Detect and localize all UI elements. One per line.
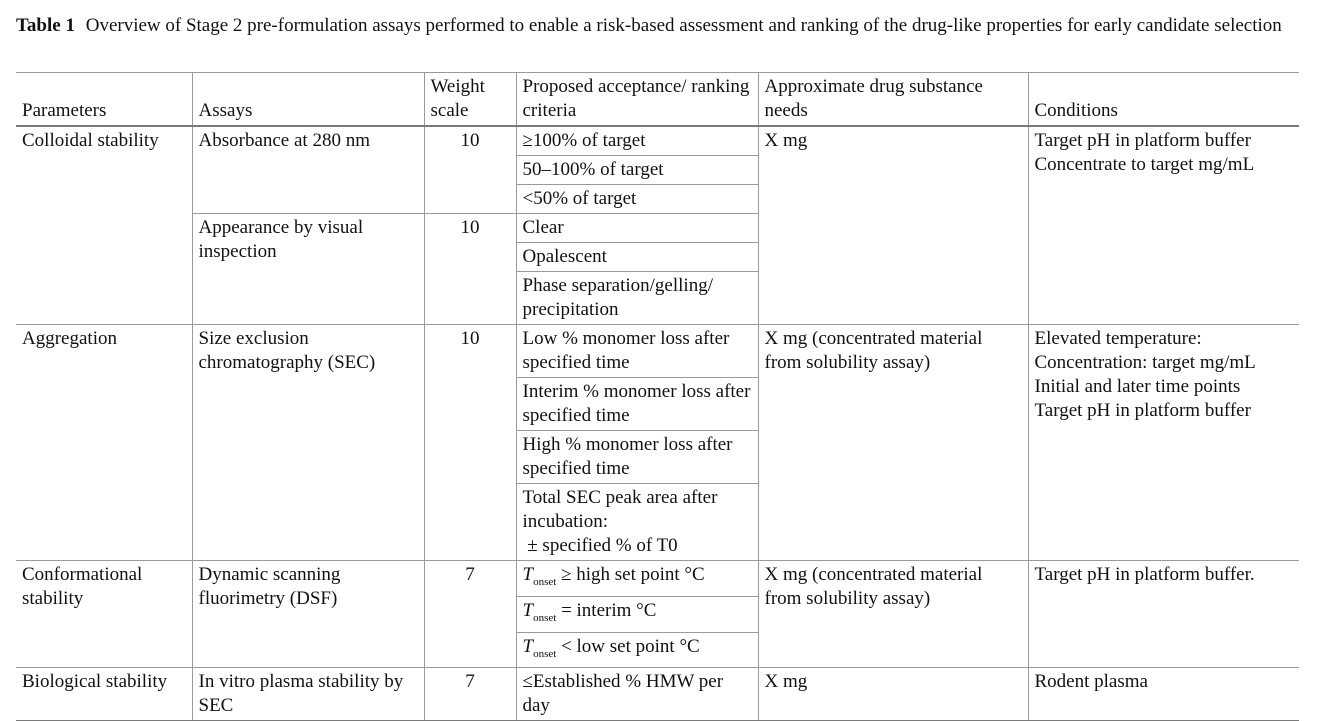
needs-biological: X mg <box>757 667 1028 721</box>
header-conditions: Conditions <box>1027 72 1299 127</box>
table-caption: Table 1 Overview of Stage 2 pre-formulat… <box>16 14 1316 38</box>
criteria-cell: High % monomer loss after specified time <box>515 430 758 484</box>
criteria-cell: Tonset < low set point °C <box>515 632 758 669</box>
assay-plasma: In vitro plasma stability by SEC <box>191 667 424 721</box>
criteria-cell: ≤Established % HMW per day <box>515 667 758 721</box>
needs-colloidal: X mg <box>757 126 1028 325</box>
param-biological: Biological stability <box>16 667 192 721</box>
needs-aggregation: X mg (concentrated material from solubil… <box>757 324 1028 561</box>
assay-appearance: Appearance by visual inspection <box>191 213 424 325</box>
assay-absorbance: Absorbance at 280 nm <box>191 126 424 214</box>
table-row: Tonset = interim °C <box>16 596 1299 633</box>
criteria-cell: ≥100% of target <box>515 126 758 156</box>
table-row: Tonset < low set point °C <box>16 632 1299 669</box>
conditions-conformational: Target pH in platform buffer. <box>1027 560 1299 669</box>
table-row: Phase separation/gelling/ precipitation <box>16 271 1299 325</box>
header-row: Parameters Assays Weight scale Proposed … <box>16 72 1299 127</box>
assay-sec: Size exclusion chromatography (SEC) <box>191 324 424 561</box>
table-row: Opalescent <box>16 242 1299 272</box>
conditions-colloidal: Target pH in platform buffer Concentrate… <box>1027 126 1299 325</box>
header-assays: Assays <box>191 72 424 127</box>
needs-conformational: X mg (concentrated material from solubil… <box>757 560 1028 669</box>
table-row: <50% of target <box>16 184 1299 214</box>
table-row: Aggregation Size exclusion chromatograph… <box>16 324 1299 561</box>
conditions-aggregation: Elevated temperature: Concentration: tar… <box>1027 324 1299 561</box>
assay-table: Parameters Assays Weight scale Proposed … <box>16 72 1299 721</box>
assay-dsf: Dynamic scanning fluorimetry (DSF) <box>191 560 424 669</box>
conditions-line: Initial and later time points <box>1034 376 1241 397</box>
table-row: Interim % monomer loss after specified t… <box>16 377 1299 431</box>
table-row: Appearance by visual inspection 10 Clear <box>16 213 1299 325</box>
criteria-line: ± specified % of T0 <box>522 535 678 556</box>
table-row: Biological stability In vitro plasma sta… <box>16 667 1299 721</box>
t-onset-symbol: Tonset <box>522 564 557 588</box>
conditions-line: Concentrate to target mg/mL <box>1034 154 1255 175</box>
param-conformational: Conformational stability <box>16 560 192 669</box>
criteria-cell: Low % monomer loss after specified time <box>515 324 758 378</box>
criteria-cell: 50–100% of target <box>515 155 758 185</box>
conditions-line: Concentration: target mg/mL <box>1034 352 1256 373</box>
table-row: Colloidal stability Absorbance at 280 nm… <box>16 126 1299 325</box>
table-row: 50–100% of target <box>16 155 1299 185</box>
criteria-line: Total SEC peak area after incubation: <box>522 487 718 532</box>
header-criteria: Proposed acceptance/ ranking criteria <box>515 72 758 127</box>
table-row: Conformational stability Dynamic scannin… <box>16 560 1299 669</box>
criteria-cell: Tonset = interim °C <box>515 596 758 633</box>
criteria-cell: Opalescent <box>515 242 758 272</box>
param-colloidal: Colloidal stability <box>16 126 192 325</box>
table-row: High % monomer loss after specified time <box>16 430 1299 484</box>
conditions-line: Elevated temperature: <box>1034 328 1202 349</box>
table-row: Total SEC peak area after incubation: ± … <box>16 483 1299 561</box>
header-parameters: Parameters <box>16 72 192 127</box>
conditions-line: Target pH in platform buffer <box>1034 400 1251 421</box>
t-onset-symbol: Tonset <box>522 635 557 660</box>
weight-absorbance: 10 <box>423 126 516 214</box>
criteria-cell: <50% of target <box>515 184 758 214</box>
header-weight: Weight scale <box>423 72 516 127</box>
t-onset-symbol: Tonset <box>522 599 557 624</box>
criteria-cell: Total SEC peak area after incubation: ± … <box>515 483 758 561</box>
param-aggregation: Aggregation <box>16 324 192 561</box>
criteria-cell: Phase separation/gelling/ precipitation <box>515 271 758 325</box>
table-label: Table 1 <box>16 15 75 36</box>
criteria-cell: Tonset ≥ high set point °C <box>515 560 758 597</box>
criteria-cell: Clear <box>515 213 758 243</box>
criteria-cell: Interim % monomer loss after specified t… <box>515 377 758 431</box>
weight-plasma: 7 <box>423 667 516 721</box>
conditions-line: Target pH in platform buffer <box>1034 130 1251 151</box>
weight-appearance: 10 <box>423 213 516 325</box>
weight-sec: 10 <box>423 324 516 561</box>
conditions-biological: Rodent plasma <box>1027 667 1299 721</box>
table-caption-text: Overview of Stage 2 pre-formulation assa… <box>85 15 1282 36</box>
header-needs: Approximate drug substance needs <box>757 72 1028 127</box>
weight-dsf: 7 <box>423 560 516 669</box>
